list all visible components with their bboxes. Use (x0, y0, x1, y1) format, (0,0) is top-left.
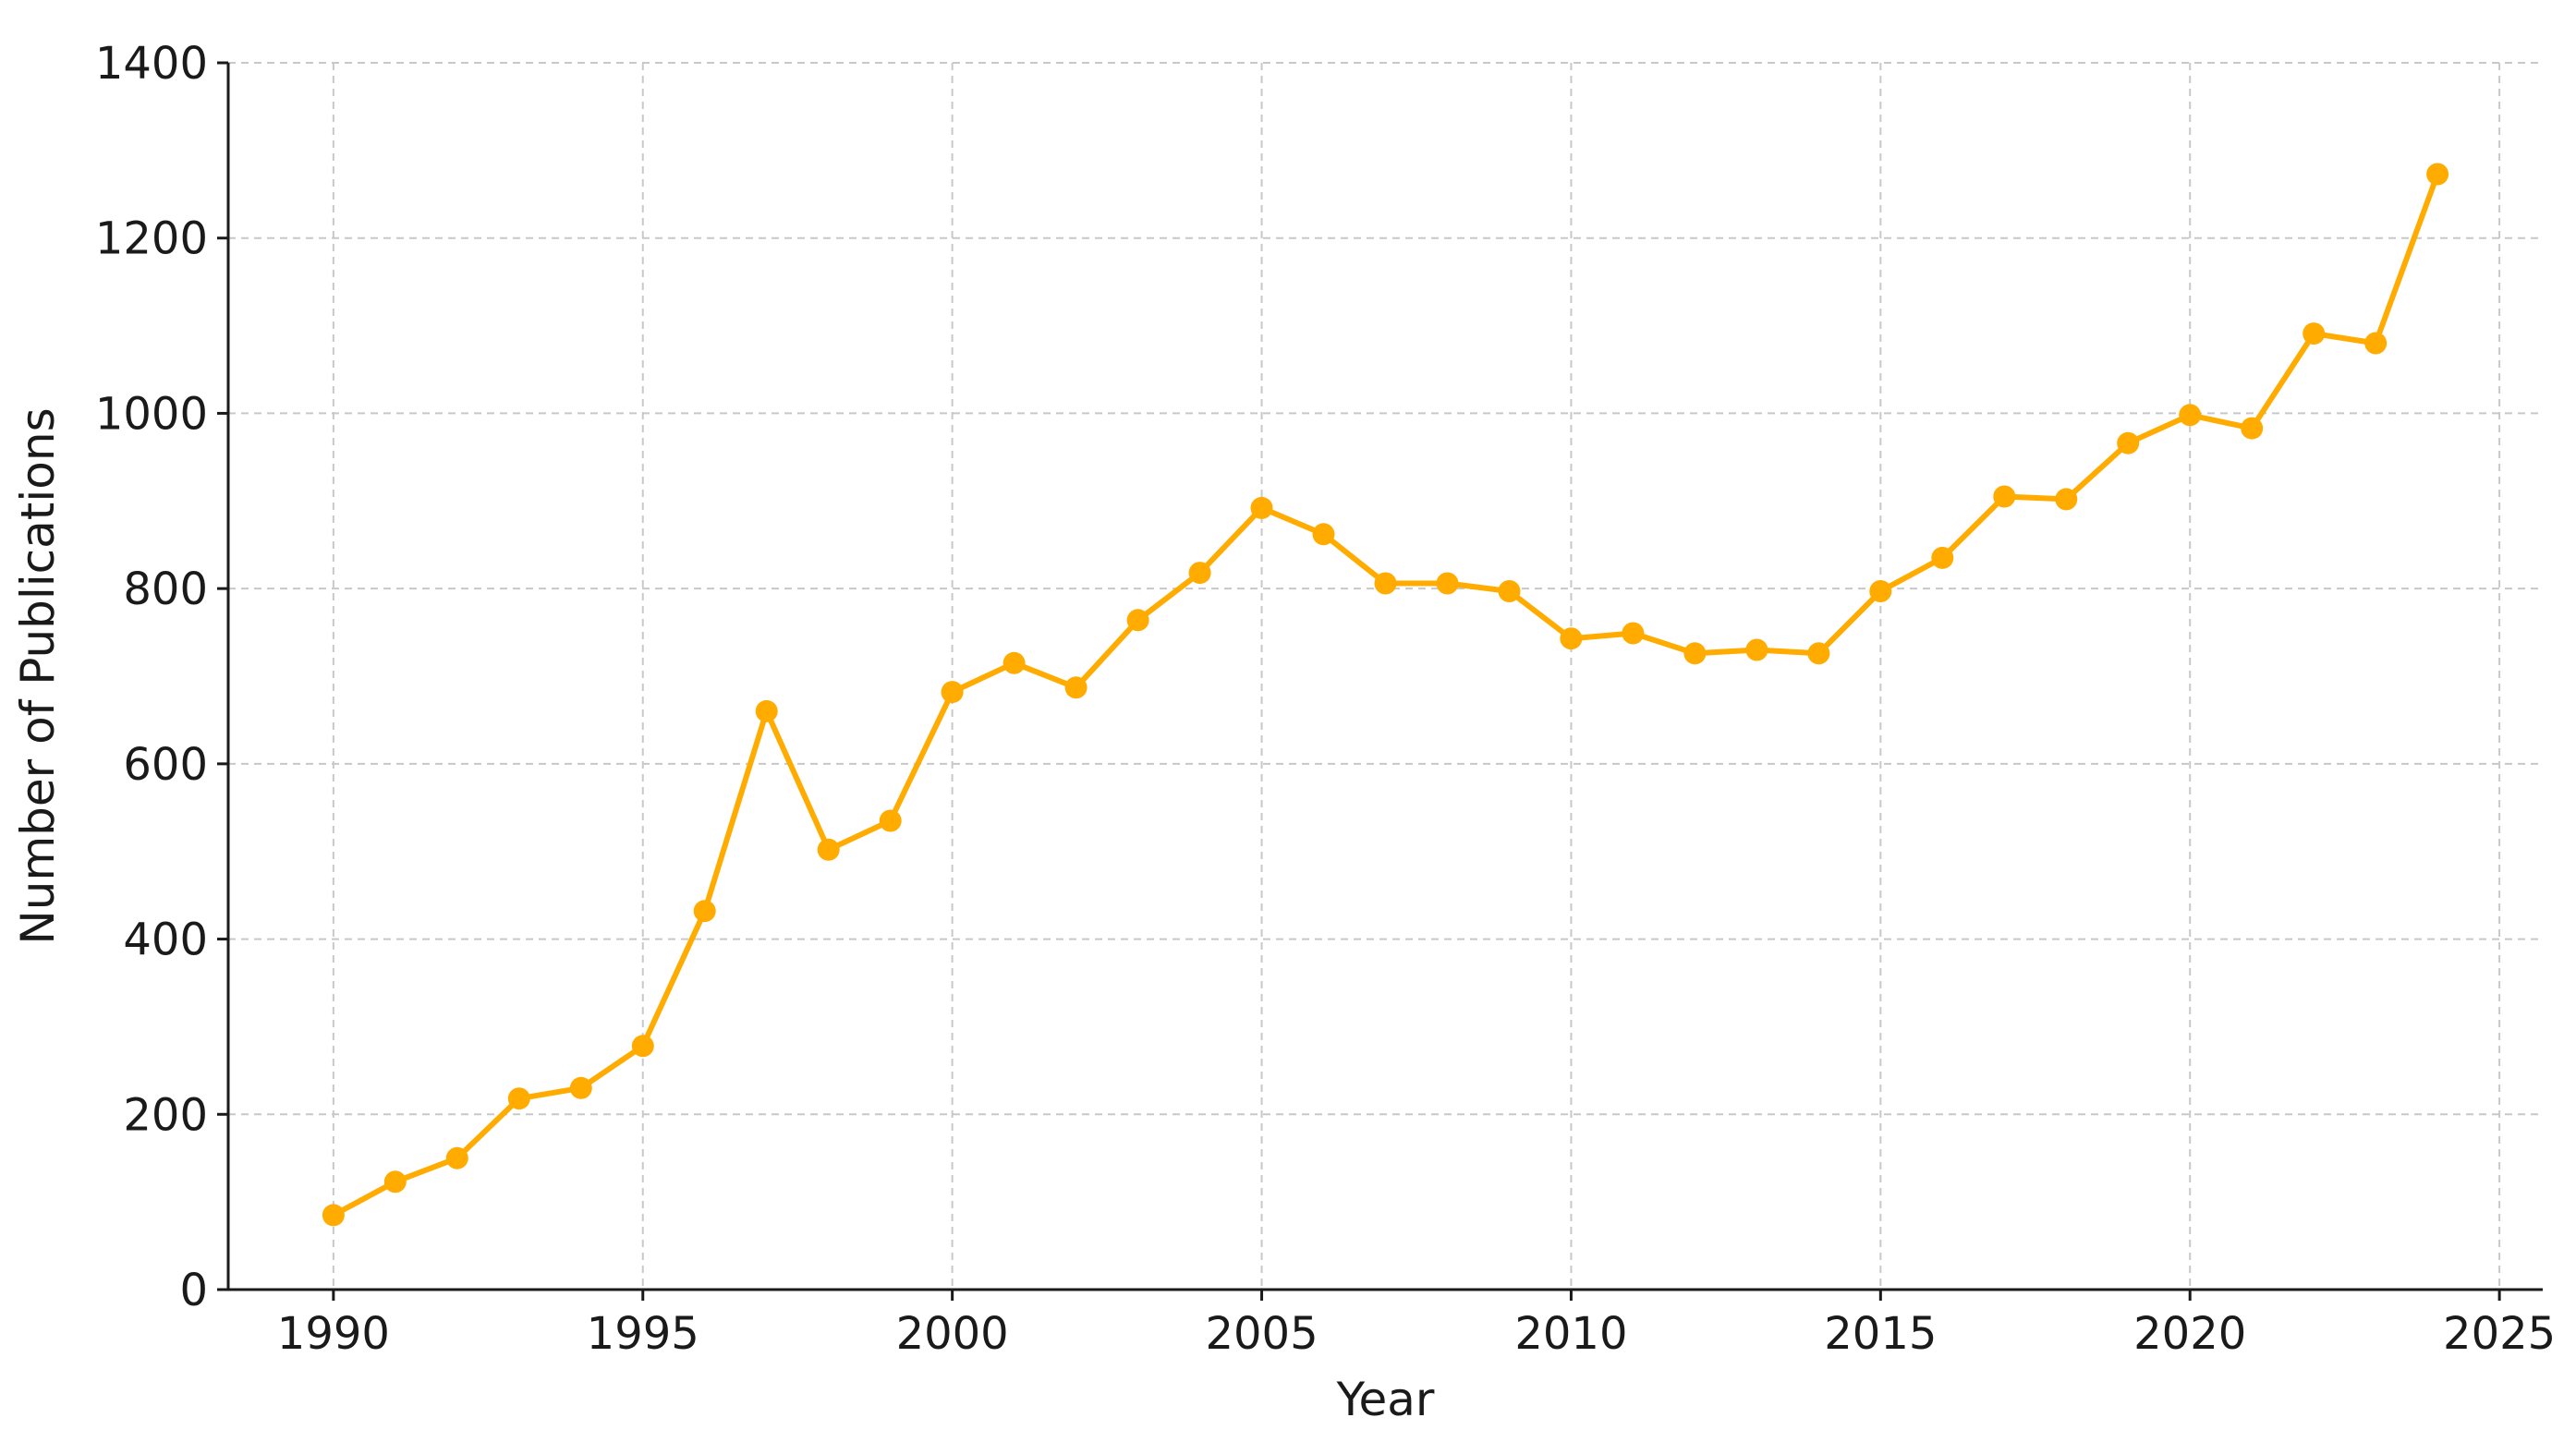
x-tick-label: 1990 (277, 1308, 390, 1360)
x-tick-label: 2025 (2443, 1308, 2556, 1360)
data-point (2179, 404, 2202, 427)
data-point (1374, 572, 1397, 595)
y-tick-label: 600 (123, 739, 208, 791)
y-tick-label: 1400 (95, 38, 208, 90)
data-point (879, 809, 902, 832)
data-point (1126, 609, 1149, 632)
x-tick-label: 1995 (587, 1308, 699, 1360)
data-point (817, 838, 840, 861)
data-point (1436, 572, 1459, 595)
data-point (1807, 642, 1830, 665)
data-point (507, 1087, 530, 1110)
data-point (2364, 332, 2388, 355)
data-point (1931, 546, 1954, 569)
x-tick-label: 2000 (896, 1308, 1009, 1360)
series-publications (322, 163, 2449, 1227)
data-point (631, 1035, 654, 1058)
data-point (2117, 431, 2140, 454)
axes (226, 63, 2543, 1291)
data-point (1683, 642, 1707, 665)
y-tick-label: 200 (123, 1089, 208, 1141)
tick-labels: 1990 1995 2000 2005 2010 2015 2020 2025 0 200 400 6… (95, 38, 2556, 1360)
grid-lines (228, 62, 2543, 1290)
x-tick-label: 2005 (1205, 1308, 1318, 1360)
x-tick-label: 2015 (1824, 1308, 1937, 1360)
data-point (693, 900, 716, 923)
data-point (1312, 523, 1335, 546)
data-point (1498, 580, 1521, 602)
y-tick-label: 400 (123, 915, 208, 966)
data-point (2426, 163, 2449, 186)
data-point (1250, 496, 1273, 519)
y-tick-label: 1200 (95, 213, 208, 265)
x-tick-label: 2010 (1514, 1308, 1627, 1360)
data-point (941, 681, 964, 704)
y-tick-label: 0 (179, 1265, 208, 1316)
data-point (755, 699, 778, 722)
data-point (1064, 676, 1088, 699)
data-point (445, 1146, 468, 1169)
x-axis-label: Year (1336, 1373, 1435, 1426)
data-point (1869, 580, 1892, 602)
series-line (330, 171, 2441, 1218)
data-point (1560, 627, 1583, 650)
data-point (322, 1204, 345, 1227)
data-point (2055, 488, 2078, 511)
y-tick-label: 1000 (95, 388, 208, 440)
data-point (383, 1170, 407, 1194)
data-point (2241, 417, 2264, 440)
data-point (2303, 322, 2326, 345)
data-point (1745, 638, 1768, 661)
y-axis-label: Number of Publications (11, 407, 65, 944)
data-point (1993, 485, 2016, 508)
data-point (1002, 651, 1026, 674)
data-point (1622, 622, 1645, 645)
data-point (569, 1076, 592, 1099)
y-tick-label: 800 (123, 563, 208, 615)
data-point (1188, 562, 1211, 585)
x-tick-label: 2020 (2133, 1308, 2246, 1360)
